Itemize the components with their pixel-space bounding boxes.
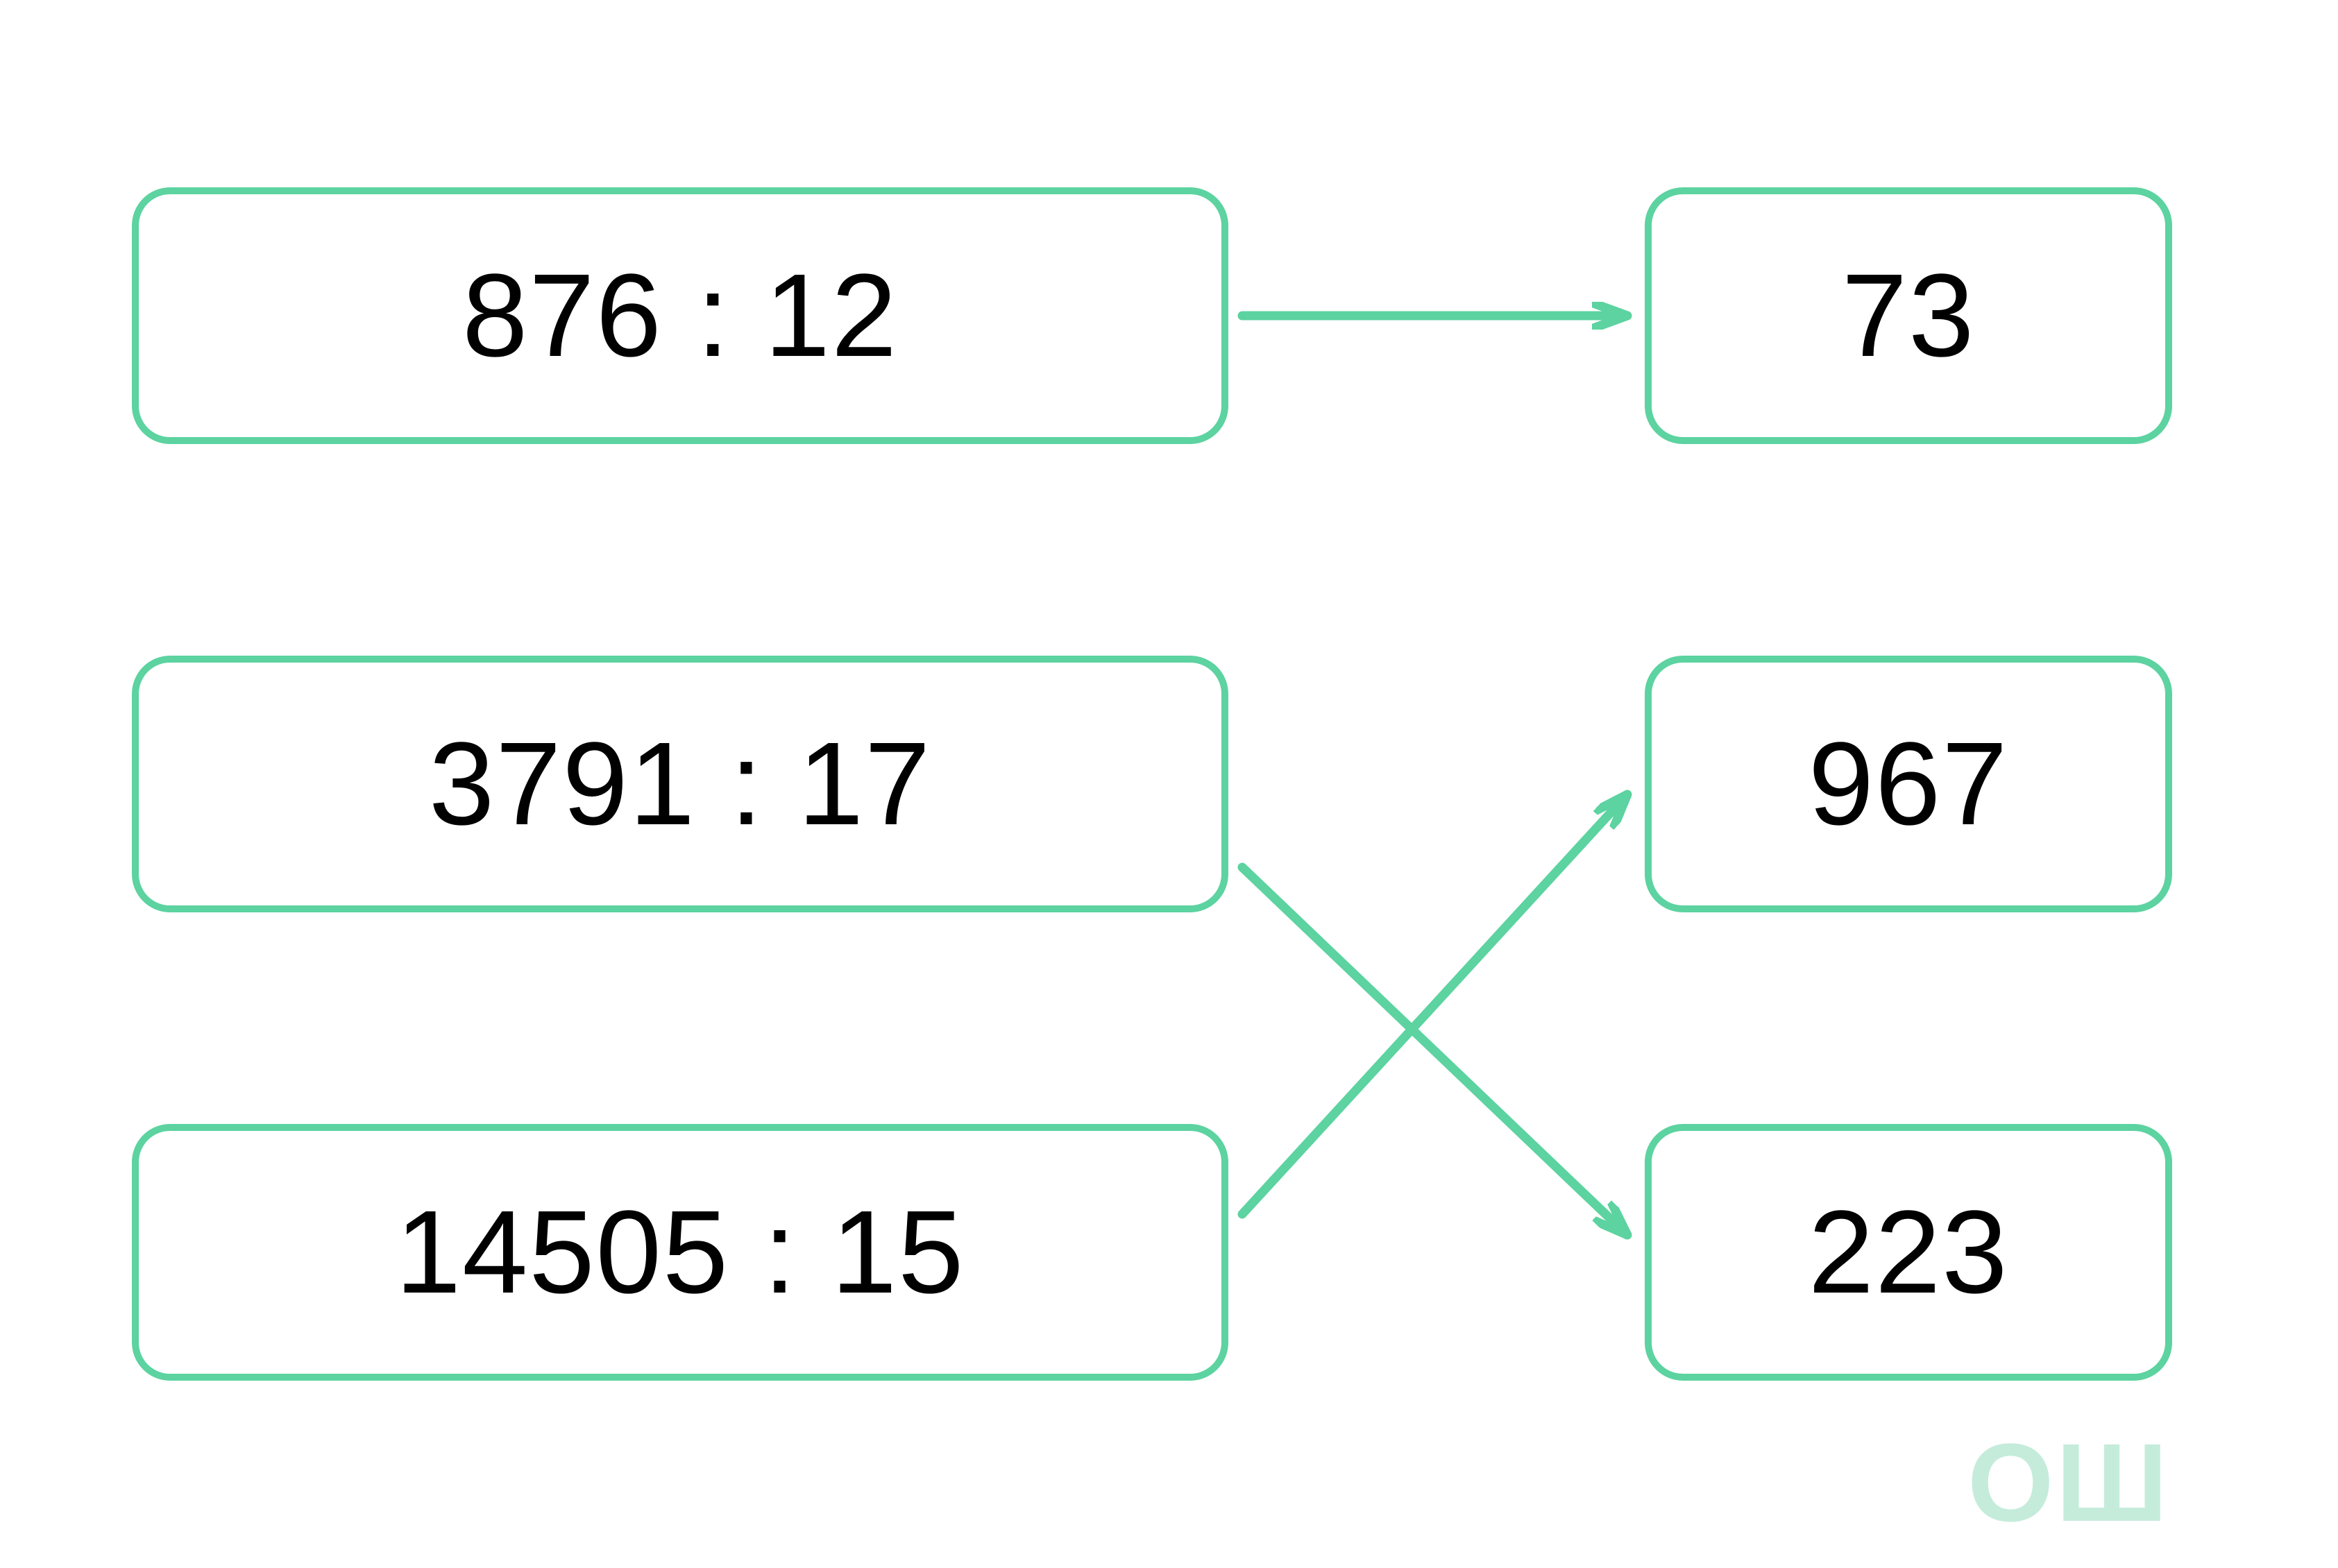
question-3-box: 14505 : 15 [132, 1124, 1228, 1381]
answer-1-box: 73 [1645, 187, 2172, 444]
answer-3-box: 223 [1645, 1124, 2172, 1381]
question-1-label: 876 : 12 [462, 248, 898, 384]
question-2-box: 3791 : 17 [132, 656, 1228, 912]
question-1-box: 876 : 12 [132, 187, 1228, 444]
question-2-label: 3791 : 17 [429, 716, 931, 852]
watermark: ОШ [1967, 1419, 2170, 1546]
arrow-q2-to-a3 [1242, 867, 1627, 1235]
answer-1-label: 73 [1842, 248, 1976, 384]
arrow-q3-to-a2 [1242, 794, 1627, 1214]
diagram-canvas: 876 : 12 3791 : 17 14505 : 15 73 967 223 ОШ [0, 0, 2338, 1568]
watermark-text: ОШ [1967, 1420, 2170, 1544]
question-3-label: 14505 : 15 [396, 1184, 965, 1320]
answer-2-label: 967 [1808, 716, 2009, 852]
answer-2-box: 967 [1645, 656, 2172, 912]
answer-3-label: 223 [1808, 1184, 2009, 1320]
